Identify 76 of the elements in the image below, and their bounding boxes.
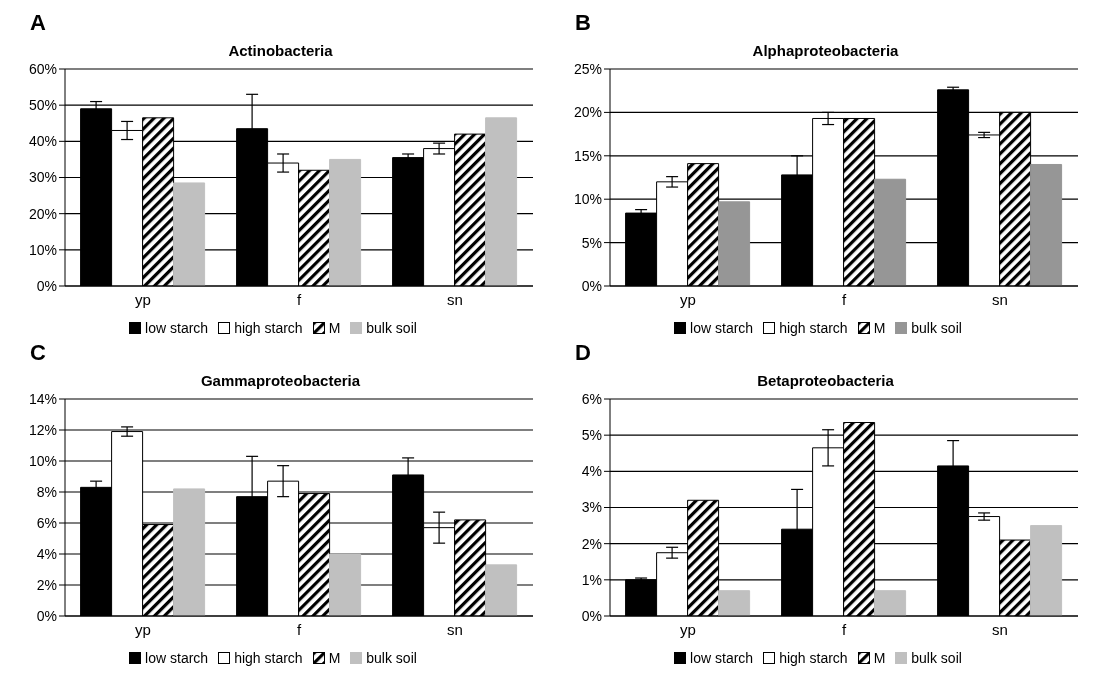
bar xyxy=(1030,163,1063,286)
legend-label: low starch xyxy=(145,650,209,666)
legend-label: M xyxy=(328,650,341,666)
y-tick-label: 5% xyxy=(581,234,602,251)
chart-title: Alphaproteobacteria xyxy=(751,42,900,59)
legend-label: low starch xyxy=(690,650,754,666)
y-tick-label: 6% xyxy=(581,390,602,407)
bar xyxy=(485,117,518,286)
x-tick-label: sn xyxy=(447,620,463,638)
x-tick-label: f xyxy=(296,620,302,638)
legend-label: bulk soil xyxy=(366,650,417,666)
text: A xyxy=(30,10,46,36)
x-tick-label: yp xyxy=(680,290,696,308)
chart-title: Betaproteobacteria xyxy=(756,372,895,389)
x-tick-label: yp xyxy=(135,620,151,638)
y-tick-label: 10% xyxy=(573,191,602,208)
x-tick-label: f xyxy=(296,290,302,308)
x-tick-label: yp xyxy=(135,290,151,308)
y-tick-label: 30% xyxy=(28,169,57,186)
legend-label: bulk soil xyxy=(911,320,962,336)
bar xyxy=(173,488,206,616)
y-tick-label: 0% xyxy=(36,277,57,294)
y-tick-label: 10% xyxy=(28,241,57,258)
x-tick-label: sn xyxy=(447,290,463,308)
legend-label: bulk soil xyxy=(366,320,417,336)
x-tick-label: sn xyxy=(992,620,1008,638)
y-tick-label: 12% xyxy=(28,421,57,438)
bar xyxy=(485,564,518,616)
y-tick-label: 0% xyxy=(36,607,57,624)
bar xyxy=(874,178,907,286)
x-tick-label: yp xyxy=(680,620,696,638)
y-tick-label: 50% xyxy=(28,97,57,114)
y-tick-label: 25% xyxy=(573,60,602,77)
y-tick-label: 60% xyxy=(28,60,57,77)
y-tick-label: 4% xyxy=(581,463,602,480)
chart-title: Gammaproteobacteria xyxy=(199,372,362,389)
y-tick-label: 10% xyxy=(28,452,57,469)
legend-label: high starch xyxy=(234,650,303,666)
legend-label: M xyxy=(873,320,886,336)
legend-label: high starch xyxy=(779,650,848,666)
y-tick-label: 14% xyxy=(28,390,57,407)
bar xyxy=(1030,525,1063,616)
y-tick-label: 4% xyxy=(36,545,57,562)
y-tick-label: 2% xyxy=(581,535,602,552)
y-tick-label: 20% xyxy=(573,104,602,121)
bar xyxy=(718,201,751,286)
x-tick-label: sn xyxy=(992,290,1008,308)
y-tick-label: 0% xyxy=(581,607,602,624)
legend-label: high starch xyxy=(234,320,303,336)
bar xyxy=(874,590,907,616)
bar xyxy=(329,158,362,286)
x-tick-label: f xyxy=(841,620,847,638)
y-tick-label: 6% xyxy=(36,514,57,531)
legend-label: bulk soil xyxy=(911,650,962,666)
y-tick-label: 2% xyxy=(36,576,57,593)
legend-label: low starch xyxy=(145,320,209,336)
text: D xyxy=(575,340,591,366)
x-tick-label: f xyxy=(841,290,847,308)
legend-label: M xyxy=(873,650,886,666)
bar xyxy=(329,553,362,616)
legend-label: high starch xyxy=(779,320,848,336)
text: B xyxy=(575,10,591,36)
y-tick-label: 0% xyxy=(581,277,602,294)
y-tick-label: 40% xyxy=(28,133,57,150)
y-tick-label: 8% xyxy=(36,483,57,500)
y-tick-label: 20% xyxy=(28,205,57,222)
y-tick-label: 15% xyxy=(573,147,602,164)
bar xyxy=(173,182,206,286)
text: C xyxy=(30,340,46,366)
legend-label: M xyxy=(328,320,341,336)
bar xyxy=(718,590,751,616)
legend-label: low starch xyxy=(690,320,754,336)
y-tick-label: 5% xyxy=(581,427,602,444)
y-tick-label: 3% xyxy=(581,499,602,516)
chart-title: Actinobacteria xyxy=(227,42,334,59)
y-tick-label: 1% xyxy=(581,571,602,588)
